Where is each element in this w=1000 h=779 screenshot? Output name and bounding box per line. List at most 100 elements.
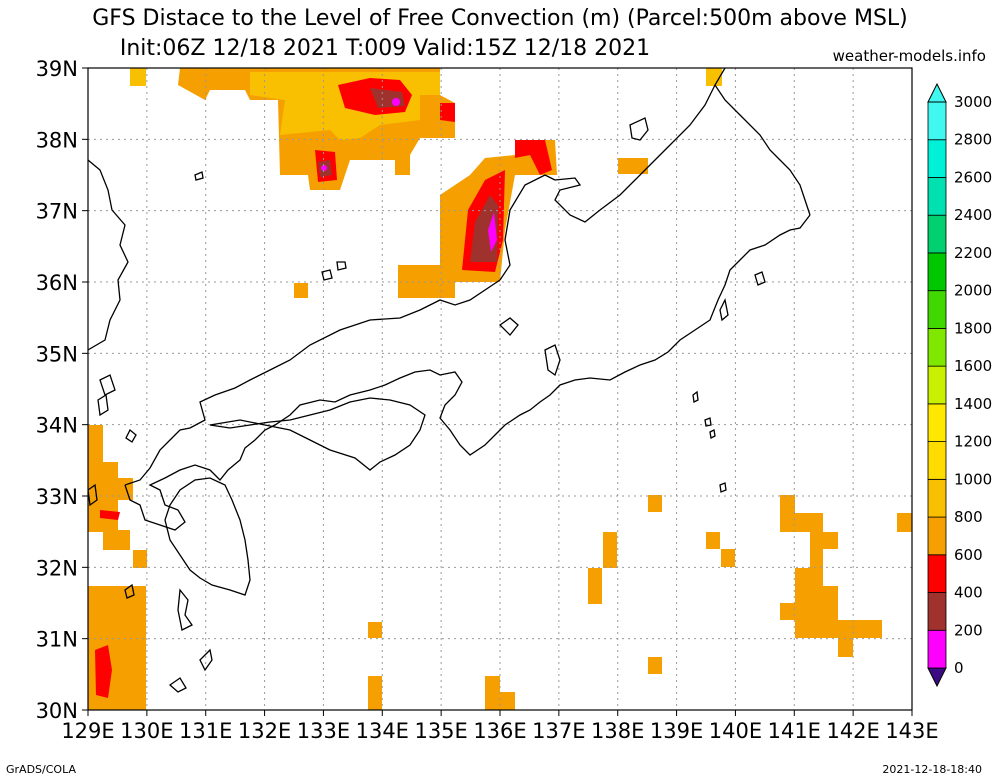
cape-patch-east — [780, 495, 882, 657]
ise-bay-coast — [544, 344, 561, 377]
osumi-coast — [177, 588, 193, 631]
colorbar-segment — [927, 214, 947, 254]
lon-label: 142E — [826, 719, 879, 743]
colorbar-segment — [927, 101, 947, 141]
colorbar-segment — [927, 592, 947, 631]
island-izu-3 — [709, 429, 716, 439]
lat-label: 36N — [36, 271, 78, 295]
island-goto — [88, 483, 98, 507]
colorbar-label: 2000 — [954, 282, 992, 300]
lon-label: 140E — [709, 719, 762, 743]
island-tanegashima — [199, 648, 213, 672]
island-oki — [321, 269, 333, 281]
colorbar-label: 1600 — [954, 357, 992, 375]
footer-software: GrADS/COLA — [6, 763, 76, 776]
red-core-3 — [515, 140, 552, 175]
cape-cell — [588, 568, 602, 604]
colorbar-label: 1800 — [954, 319, 992, 337]
colorbar-label: 2600 — [954, 168, 992, 186]
colorbar-label: 2800 — [954, 131, 992, 149]
grid-lines — [88, 68, 912, 710]
lon-label: 133E — [297, 719, 350, 743]
island-inawashiro — [754, 271, 766, 286]
colorbar-label: 800 — [954, 508, 983, 526]
island-awaji — [498, 317, 519, 336]
kyushu-coast — [164, 477, 251, 596]
lon-label: 130E — [120, 719, 173, 743]
cape-cell — [706, 68, 722, 86]
lat-label: 34N — [36, 414, 78, 438]
cape-cell — [603, 532, 617, 568]
lat-label: 30N — [36, 699, 78, 723]
colorbar-label: 1400 — [954, 395, 992, 413]
colorbar-segment — [927, 554, 947, 593]
island-izu-1 — [692, 390, 699, 403]
lat-label: 33N — [36, 485, 78, 509]
colorbar-under-triangle — [927, 667, 947, 688]
lon-label: 143E — [885, 719, 938, 743]
island-ulleung — [194, 171, 204, 181]
colorbar-label: 2400 — [954, 206, 992, 224]
lat-label: 38N — [36, 128, 78, 152]
cape-cell — [368, 676, 382, 710]
colorbar: 0 200 400 600 800 1000 1200 1400 1600 1800 2000 220… — [927, 82, 992, 688]
colorbar-over-triangle — [927, 82, 947, 103]
cape-cell — [648, 657, 662, 674]
island-hachijo — [719, 482, 727, 493]
lat-label: 31N — [36, 628, 78, 652]
cape-cell — [648, 495, 662, 512]
cape-cell — [368, 622, 382, 638]
tohoku-east-coast — [714, 84, 811, 216]
lon-label: 136E — [473, 719, 526, 743]
cape-cell — [618, 158, 648, 174]
lon-label: 141E — [768, 719, 821, 743]
lon-label: 137E — [532, 719, 585, 743]
island-oki-2 — [336, 261, 347, 271]
lon-label: 135E — [414, 719, 467, 743]
colorbar-segment — [927, 403, 947, 443]
cape-cell — [897, 513, 912, 532]
island-iki — [125, 428, 137, 443]
cape-cell — [294, 283, 308, 298]
cape-cell — [133, 550, 147, 568]
red-core-southwest — [95, 645, 112, 698]
noto-coast — [499, 174, 556, 281]
shaded-field — [88, 68, 912, 710]
lat-label: 37N — [36, 200, 78, 224]
colorbar-segment — [927, 139, 947, 178]
lon-label: 131E — [179, 719, 232, 743]
coastlines — [88, 68, 811, 693]
chart-subtitle: Init:06Z 12/18 2021 T:009 Valid:15Z 12/1… — [119, 36, 651, 61]
colorbar-label: 3000 — [954, 93, 992, 111]
longitude-labels: 129E 130E 131E 132E 133E 134E 135E 136E 137E 138E… — [61, 710, 939, 743]
colorbar-label: 2200 — [954, 244, 992, 262]
cape-cell — [130, 68, 146, 86]
lon-label: 134E — [356, 719, 409, 743]
lon-label: 139E — [650, 719, 703, 743]
honshu-sea-coast — [124, 279, 501, 486]
colorbar-label: 600 — [954, 546, 983, 564]
colorbar-label: 0 — [954, 659, 964, 677]
island-izu-2 — [704, 417, 712, 427]
lon-label: 129E — [61, 719, 114, 743]
colorbar-segment — [927, 290, 947, 329]
colorbar-label: 1000 — [954, 470, 992, 488]
latitude-labels: 39N 38N 37N 36N 35N 34N 33N 32N 31N 30N — [36, 57, 88, 723]
colorbar-label: 1200 — [954, 433, 992, 451]
cape-cell — [706, 532, 720, 549]
magenta-core-2 — [321, 165, 327, 171]
lat-label: 35N — [36, 342, 78, 366]
island-kasumigaura — [719, 298, 729, 322]
colorbar-label: 200 — [954, 621, 983, 639]
magenta-core-noto — [488, 212, 497, 252]
red-core-kyushu — [100, 510, 120, 520]
korea-coast — [88, 159, 129, 351]
honshu-pacific-coast — [124, 214, 811, 531]
island-koshiki — [124, 583, 135, 599]
red-core-4 — [440, 103, 455, 122]
lat-label: 32N — [36, 556, 78, 580]
colorbar-segment — [927, 365, 947, 405]
colorbar-segment — [927, 252, 947, 292]
cape-patch-kyushu — [88, 425, 133, 550]
